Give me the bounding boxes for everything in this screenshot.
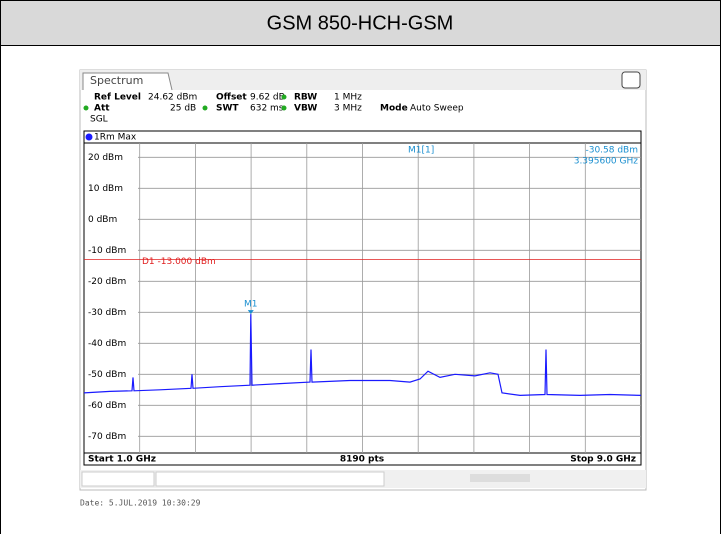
status-dot: [281, 94, 287, 100]
status-box: [155, 471, 385, 487]
tab: [82, 72, 173, 91]
y-tick-label: 0 dBm: [88, 215, 117, 225]
analyzer-screenshot: [79, 69, 647, 491]
y-tick-label: -20 dBm: [88, 277, 126, 287]
marker: [247, 310, 254, 315]
setting-value: 632 ms: [250, 104, 284, 114]
y-tick-label: -60 dBm: [88, 401, 126, 411]
display-line-label: D1 -13.000 dBm: [142, 257, 216, 267]
stop-label: Stop 9.0 GHz: [570, 455, 636, 465]
trace-bar: [83, 130, 642, 144]
y-tick-label: -70 dBm: [88, 432, 126, 442]
setting-value: 25 dB: [170, 104, 196, 114]
points-label: 8190 pts: [340, 455, 384, 465]
setting-value: 24.62 dBm: [148, 93, 197, 103]
header-cell: [0, 0, 721, 46]
y-tick-label: 20 dBm: [88, 153, 123, 163]
tab-strip: [80, 70, 646, 90]
y-tick-label: 10 dBm: [88, 184, 123, 194]
setting-name: Mode: [380, 104, 408, 114]
setting-name: Ref Level: [94, 93, 141, 103]
menu-icon: [621, 71, 641, 89]
marker-value: -30.58 dBm: [585, 146, 638, 156]
setting-name: Att: [94, 104, 110, 114]
setting-name: SWT: [216, 104, 239, 114]
tab-label: Spectrum: [90, 74, 143, 87]
marker-readout: M1[1]: [408, 146, 434, 156]
marker-name: M1: [244, 300, 258, 310]
page-title: GSM 850-HCH-GSM: [267, 12, 454, 34]
sweep-mode: SGL: [90, 115, 108, 125]
trace-label: 1Rm Max: [94, 133, 137, 143]
marker-frequency: 3.395600 GHz: [574, 157, 639, 167]
trace: [83, 314, 642, 397]
trace-dot: [85, 133, 93, 141]
status-dot: [83, 105, 89, 111]
date-label: Date: 5.JUL.2019 10:30:29: [80, 499, 201, 508]
setting-value: 1 MHz: [334, 93, 362, 103]
status-dot: [281, 105, 287, 111]
setting-value: Auto Sweep: [410, 104, 464, 114]
setting-name: Offset: [216, 93, 247, 103]
y-tick-label: -30 dBm: [88, 308, 126, 318]
status-dot: [202, 105, 208, 111]
y-tick-label: -40 dBm: [88, 339, 126, 349]
status-box: [81, 471, 155, 487]
y-tick-label: -10 dBm: [88, 246, 126, 256]
setting-name: VBW: [294, 104, 317, 114]
setting-value: 9.62 dB: [250, 93, 285, 103]
setting-name: RBW: [294, 93, 317, 103]
y-tick-label: -50 dBm: [88, 370, 126, 380]
setting-value: 3 MHz: [334, 104, 362, 114]
progress: [470, 474, 530, 482]
start-label: Start 1.0 GHz: [88, 455, 156, 465]
